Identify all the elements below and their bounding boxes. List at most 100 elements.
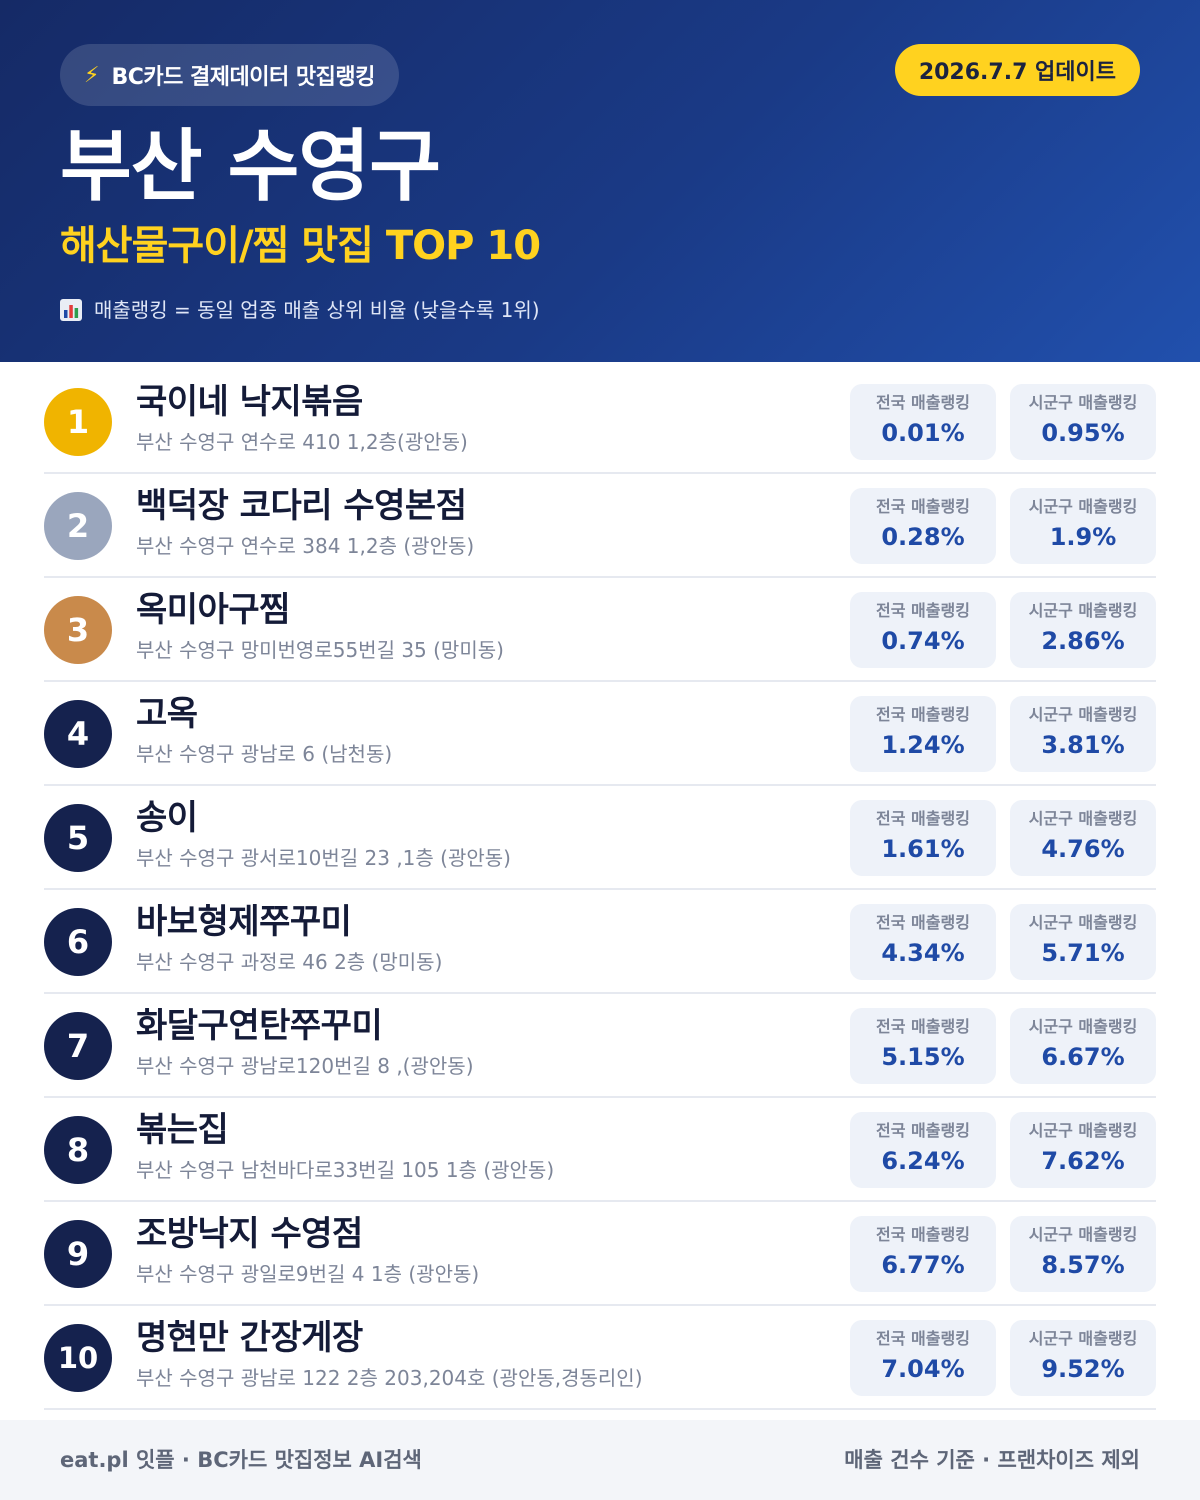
national-sales-rank-value: 0.01% bbox=[881, 419, 965, 447]
brand-label: BC카드 결제데이터 맛집랭킹 bbox=[111, 65, 375, 90]
restaurant-address: 부산 수영구 광남로 6 (남천동) bbox=[136, 742, 393, 766]
district-sales-rank-label: 시군구 매출랭킹 bbox=[1028, 497, 1138, 516]
district-sales-rank-label: 시군구 매출랭킹 bbox=[1028, 1017, 1138, 1036]
restaurant-address: 부산 수영구 광서로10번길 23 ,1층 (광안동) bbox=[136, 846, 511, 870]
district-sales-rank-card: 시군구 매출랭킹 7.62% bbox=[1010, 1112, 1156, 1188]
restaurant-address: 부산 수영구 남천바다로33번길 105 1층 (광안동) bbox=[136, 1158, 555, 1182]
district-sales-rank-card: 시군구 매출랭킹 8.57% bbox=[1010, 1216, 1156, 1292]
district-sales-rank-value: 4.76% bbox=[1041, 835, 1125, 863]
restaurant-address: 부산 수영구 연수로 384 1,2층 (광안동) bbox=[136, 534, 475, 558]
rank-badge: 6 bbox=[44, 908, 112, 976]
district-sales-rank-value: 5.71% bbox=[1041, 939, 1125, 967]
restaurant-row[interactable]: 4 고옥 부산 수영구 광남로 6 (남천동) 전국 매출랭킹 1.24% 시군구 매출랭… bbox=[44, 682, 1156, 786]
national-sales-rank-card: 전국 매출랭킹 6.77% bbox=[850, 1216, 996, 1292]
district-sales-rank-value: 2.86% bbox=[1041, 627, 1125, 655]
restaurant-name[interactable]: 고옥 bbox=[136, 694, 198, 734]
national-sales-rank-card: 전국 매출랭킹 6.24% bbox=[850, 1112, 996, 1188]
national-sales-rank-value: 5.15% bbox=[881, 1043, 965, 1071]
national-sales-rank-card: 전국 매출랭킹 4.34% bbox=[850, 904, 996, 980]
restaurant-name[interactable]: 명현만 간장게장 bbox=[136, 1318, 363, 1358]
national-sales-rank-value: 0.28% bbox=[881, 523, 965, 551]
district-sales-rank-value: 7.62% bbox=[1041, 1147, 1125, 1175]
restaurant-name[interactable]: 조방낙지 수영점 bbox=[136, 1214, 363, 1254]
national-sales-rank-card: 전국 매출랭킹 0.28% bbox=[850, 488, 996, 564]
national-sales-rank-card: 전국 매출랭킹 0.74% bbox=[850, 592, 996, 668]
district-sales-rank-value: 1.9% bbox=[1049, 523, 1117, 551]
restaurant-name[interactable]: 볶는집 bbox=[136, 1110, 229, 1150]
national-sales-rank-card: 전국 매출랭킹 7.04% bbox=[850, 1320, 996, 1396]
national-sales-rank-value: 1.61% bbox=[881, 835, 965, 863]
district-sales-rank-label: 시군구 매출랭킹 bbox=[1028, 809, 1138, 828]
footer-note: 매출 건수 기준 · 프랜차이즈 제외 bbox=[844, 1448, 1140, 1472]
national-sales-rank-label: 전국 매출랭킹 bbox=[876, 497, 970, 516]
lightning-bolt-icon: ⚡ bbox=[84, 62, 100, 88]
national-sales-rank-label: 전국 매출랭킹 bbox=[876, 393, 970, 412]
national-sales-rank-label: 전국 매출랭킹 bbox=[876, 913, 970, 932]
district-sales-rank-value: 6.67% bbox=[1041, 1043, 1125, 1071]
national-sales-rank-value: 7.04% bbox=[881, 1355, 965, 1383]
header-banner: ⚡ BC카드 결제데이터 맛집랭킹 2026.7.7 업데이트 부산 수영구 해… bbox=[0, 0, 1200, 362]
district-sales-rank-label: 시군구 매출랭킹 bbox=[1028, 1329, 1138, 1348]
district-sales-rank-card: 시군구 매출랭킹 9.52% bbox=[1010, 1320, 1156, 1396]
brand-pill: ⚡ BC카드 결제데이터 맛집랭킹 bbox=[60, 44, 399, 106]
national-sales-rank-label: 전국 매출랭킹 bbox=[876, 809, 970, 828]
national-sales-rank-value: 0.74% bbox=[881, 627, 965, 655]
footer: eat.pl 잇플 · BC카드 맛집정보 AI검색 매출 건수 기준 · 프랜… bbox=[0, 1420, 1200, 1500]
restaurant-name[interactable]: 백덕장 코다리 수영본점 bbox=[136, 486, 467, 526]
district-sales-rank-card: 시군구 매출랭킹 4.76% bbox=[1010, 800, 1156, 876]
rank-badge: 7 bbox=[44, 1012, 112, 1080]
national-sales-rank-label: 전국 매출랭킹 bbox=[876, 705, 970, 724]
district-sales-rank-label: 시군구 매출랭킹 bbox=[1028, 705, 1138, 724]
national-sales-rank-value: 6.24% bbox=[881, 1147, 965, 1175]
restaurant-address: 부산 수영구 망미번영로55번길 35 (망미동) bbox=[136, 638, 504, 662]
legend-text: 매출랭킹 = 동일 업종 매출 상위 비율 (낮을수록 1위) bbox=[94, 298, 540, 322]
restaurant-address: 부산 수영구 광남로120번길 8 ,(광안동) bbox=[136, 1054, 474, 1078]
restaurant-name[interactable]: 옥미아구찜 bbox=[136, 590, 290, 630]
restaurant-row[interactable]: 1 국이네 낙지볶음 부산 수영구 연수로 410 1,2층(광안동) 전국 매출랭킹… bbox=[44, 370, 1156, 474]
national-sales-rank-label: 전국 매출랭킹 bbox=[876, 601, 970, 620]
rank-badge: 3 bbox=[44, 596, 112, 664]
national-sales-rank-label: 전국 매출랭킹 bbox=[876, 1225, 970, 1244]
national-sales-rank-value: 1.24% bbox=[881, 731, 965, 759]
restaurant-name[interactable]: 화달구연탄쭈꾸미 bbox=[136, 1006, 383, 1046]
rank-badge: 1 bbox=[44, 388, 112, 456]
restaurant-row[interactable]: 10 명현만 간장게장 부산 수영구 광남로 122 2층 203,204호 (광안… bbox=[44, 1306, 1156, 1410]
district-sales-rank-label: 시군구 매출랭킹 bbox=[1028, 601, 1138, 620]
footer-source: eat.pl 잇플 · BC카드 맛집정보 AI검색 bbox=[60, 1448, 422, 1472]
restaurant-address: 부산 수영구 광일로9번길 4 1층 (광안동) bbox=[136, 1262, 480, 1286]
national-sales-rank-card: 전국 매출랭킹 1.61% bbox=[850, 800, 996, 876]
ranking-legend: 매출랭킹 = 동일 업종 매출 상위 비율 (낮을수록 1위) bbox=[60, 294, 540, 326]
district-sales-rank-value: 0.95% bbox=[1041, 419, 1125, 447]
national-sales-rank-value: 6.77% bbox=[881, 1251, 965, 1279]
rank-badge: 9 bbox=[44, 1220, 112, 1288]
restaurant-address: 부산 수영구 과정로 46 2층 (망미동) bbox=[136, 950, 443, 974]
national-sales-rank-card: 전국 매출랭킹 0.01% bbox=[850, 384, 996, 460]
rank-badge: 5 bbox=[44, 804, 112, 872]
district-sales-rank-value: 3.81% bbox=[1041, 731, 1125, 759]
national-sales-rank-card: 전국 매출랭킹 1.24% bbox=[850, 696, 996, 772]
page-subtitle: 해산물구이/찜 맛집 TOP 10 bbox=[60, 223, 541, 269]
rank-badge: 10 bbox=[44, 1324, 112, 1392]
national-sales-rank-label: 전국 매출랭킹 bbox=[876, 1017, 970, 1036]
district-sales-rank-card: 시군구 매출랭킹 2.86% bbox=[1010, 592, 1156, 668]
district-sales-rank-value: 8.57% bbox=[1041, 1251, 1125, 1279]
restaurant-name[interactable]: 송이 bbox=[136, 798, 198, 838]
bar-chart-icon bbox=[60, 299, 82, 321]
rank-badge: 2 bbox=[44, 492, 112, 560]
district-sales-rank-label: 시군구 매출랭킹 bbox=[1028, 913, 1138, 932]
district-sales-rank-label: 시군구 매출랭킹 bbox=[1028, 1225, 1138, 1244]
district-sales-rank-card: 시군구 매출랭킹 6.67% bbox=[1010, 1008, 1156, 1084]
district-sales-rank-card: 시군구 매출랭킹 5.71% bbox=[1010, 904, 1156, 980]
restaurant-name[interactable]: 바보형제쭈꾸미 bbox=[136, 902, 352, 942]
district-sales-rank-card: 시군구 매출랭킹 0.95% bbox=[1010, 384, 1156, 460]
national-sales-rank-label: 전국 매출랭킹 bbox=[876, 1329, 970, 1348]
restaurant-name[interactable]: 국이네 낙지볶음 bbox=[136, 382, 363, 422]
restaurant-ranking-list: 1 국이네 낙지볶음 부산 수영구 연수로 410 1,2층(광안동) 전국 매출랭킹… bbox=[44, 370, 1156, 1410]
restaurant-row[interactable]: 8 볶는집 부산 수영구 남천바다로33번길 105 1층 (광안동) 전국 매출랭킹… bbox=[44, 1098, 1156, 1202]
